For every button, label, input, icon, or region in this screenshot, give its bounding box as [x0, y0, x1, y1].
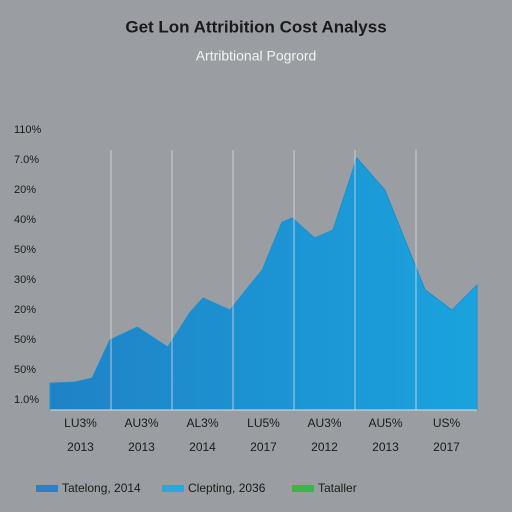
area [49, 157, 478, 411]
x-tick-label: 2013 [128, 440, 155, 454]
x-tick-label: AU3% [307, 416, 341, 430]
y-axis-label: 30% [14, 274, 36, 286]
legend-label: Clepting, 2036 [188, 481, 266, 495]
x-tick-label: 2014 [189, 440, 216, 454]
x-tick-label: 2013 [372, 440, 399, 454]
y-axis-label: 20% [14, 184, 36, 196]
x-tick-label: AU5% [368, 416, 402, 430]
x-tick-label: 2012 [311, 440, 338, 454]
x-tick-label: AU3% [124, 416, 158, 430]
legend-swatch [162, 485, 184, 492]
y-axis-label: 50% [14, 244, 36, 256]
y-axis-label: 110% [14, 124, 42, 136]
x-tick-label: 2017 [433, 440, 460, 454]
x-tick-label: 2013 [67, 440, 94, 454]
chart-title: Get Lon Attribition Cost Analyss [125, 17, 386, 36]
x-tick-label: 2017 [250, 440, 277, 454]
legend-swatch [292, 485, 314, 492]
legend-label: Tatelong, 2014 [62, 481, 141, 495]
x-tick-label: AL3% [186, 416, 218, 430]
x-tick-label: LU5% [247, 416, 280, 430]
y-axis-label: 20% [14, 304, 36, 316]
y-axis-label: 50% [14, 334, 36, 346]
x-tick-label: US% [433, 416, 461, 430]
x-tick-label: LU3% [64, 416, 97, 430]
y-axis-label: 40% [14, 214, 36, 226]
y-axis-label: 7.0% [14, 154, 39, 166]
legend-swatch [36, 485, 58, 492]
legend-label: Tataller [318, 481, 357, 495]
y-axis-label: 1.0% [14, 394, 39, 406]
chart-subtitle: Artribtional Pogrord [196, 48, 317, 64]
y-axis-label: 50% [14, 364, 36, 376]
